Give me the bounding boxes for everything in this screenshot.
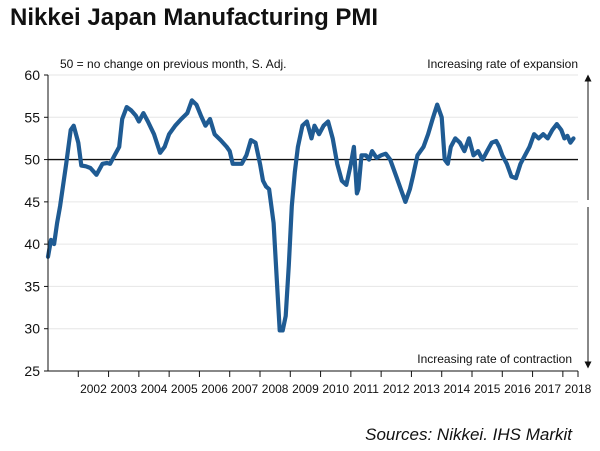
x-tick-label: 2018 [565, 382, 592, 396]
x-tick-label: 2008 [262, 382, 289, 396]
x-tick-label: 2004 [141, 382, 168, 396]
x-tick-label: 2010 [322, 382, 349, 396]
x-tick-label: 2007 [232, 382, 259, 396]
x-tick-label: 2012 [383, 382, 410, 396]
y-tick-label: 60 [24, 67, 40, 83]
annotation-contraction: Increasing rate of contraction [417, 352, 572, 366]
x-tick-label: 2011 [353, 382, 379, 396]
y-tick-label: 45 [24, 194, 40, 210]
x-tick-label: 2002 [80, 382, 107, 396]
x-tick-label: 2014 [444, 382, 471, 396]
x-tick-label: 2009 [292, 382, 319, 396]
x-tick-label: 2013 [413, 382, 440, 396]
x-tick-label: 2005 [171, 382, 198, 396]
x-tick-label: 2003 [110, 382, 137, 396]
y-tick-label: 50 [24, 152, 40, 168]
y-tick-label: 40 [24, 236, 40, 252]
chart-subtitle: 50 = no change on previous month, S. Adj… [60, 57, 287, 71]
y-tick-label: 25 [24, 363, 40, 379]
x-tick-label: 2016 [504, 382, 531, 396]
pmi-series-line [45, 98, 576, 333]
source-note: Sources: Nikkei. IHS Markit [365, 425, 572, 444]
y-tick-label: 30 [24, 321, 40, 337]
x-tick-label: 2017 [534, 382, 561, 396]
chart-title: Nikkei Japan Manufacturing PMI [10, 4, 379, 31]
y-tick-label: 55 [24, 109, 40, 125]
x-tick-label: 2006 [201, 382, 228, 396]
y-tick-label: 35 [24, 278, 40, 294]
x-tick-label: 2015 [474, 382, 501, 396]
annotation-expansion: Increasing rate of expansion [427, 57, 578, 71]
